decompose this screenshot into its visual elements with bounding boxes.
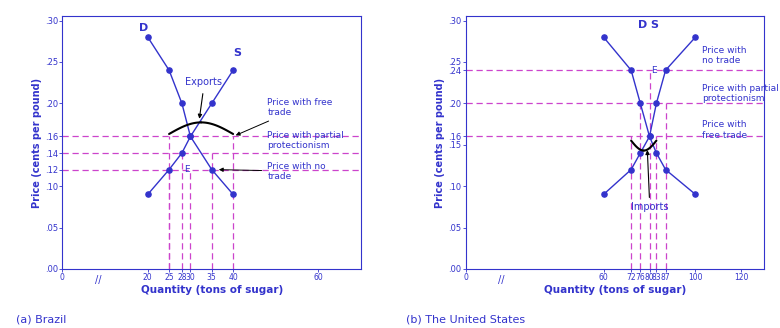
Point: [644, 134, 656, 139]
Point: [205, 167, 218, 172]
Point: [184, 134, 197, 139]
X-axis label: Quantity (tons of sugar): Quantity (tons of sugar): [544, 285, 686, 295]
Point: [625, 167, 637, 172]
Text: S: S: [650, 20, 658, 31]
Point: [184, 134, 197, 139]
Point: [176, 151, 188, 156]
Point: [690, 34, 702, 40]
Text: Imports: Imports: [631, 202, 668, 212]
Point: [659, 167, 672, 172]
Point: [644, 134, 656, 139]
Text: E: E: [651, 66, 656, 75]
Y-axis label: Price (cents per pound): Price (cents per pound): [435, 78, 445, 208]
Point: [634, 151, 647, 156]
Point: [163, 167, 176, 172]
Text: D: D: [139, 23, 148, 33]
Text: Price with partial
protectionism: Price with partial protectionism: [702, 84, 779, 103]
Text: //: //: [498, 275, 505, 285]
Text: Price with free
trade: Price with free trade: [236, 98, 332, 135]
Text: Price with
no trade: Price with no trade: [702, 46, 747, 65]
Text: (a) Brazil: (a) Brazil: [16, 315, 66, 325]
Y-axis label: Price (cents per pound): Price (cents per pound): [32, 78, 42, 208]
Point: [205, 101, 218, 106]
Point: [659, 68, 672, 73]
Point: [227, 192, 239, 197]
Point: [227, 68, 239, 73]
Point: [651, 151, 663, 156]
Point: [176, 101, 188, 106]
Text: (b) The United States: (b) The United States: [406, 315, 525, 325]
Point: [634, 101, 647, 106]
Point: [163, 68, 176, 73]
Text: Price with partial
protectionism: Price with partial protectionism: [268, 131, 344, 150]
Text: Price with no
trade: Price with no trade: [220, 162, 326, 181]
Point: [651, 101, 663, 106]
X-axis label: Quantity (tons of sugar): Quantity (tons of sugar): [140, 285, 283, 295]
Point: [690, 192, 702, 197]
Point: [625, 68, 637, 73]
Text: Exports: Exports: [185, 77, 222, 87]
Text: S: S: [233, 48, 241, 58]
Point: [141, 34, 154, 40]
Text: E: E: [184, 165, 190, 174]
Point: [141, 192, 154, 197]
Text: D: D: [638, 20, 647, 31]
Point: [597, 192, 610, 197]
Text: Price with
free trade: Price with free trade: [702, 120, 747, 139]
Point: [597, 34, 610, 40]
Text: //: //: [95, 275, 101, 285]
